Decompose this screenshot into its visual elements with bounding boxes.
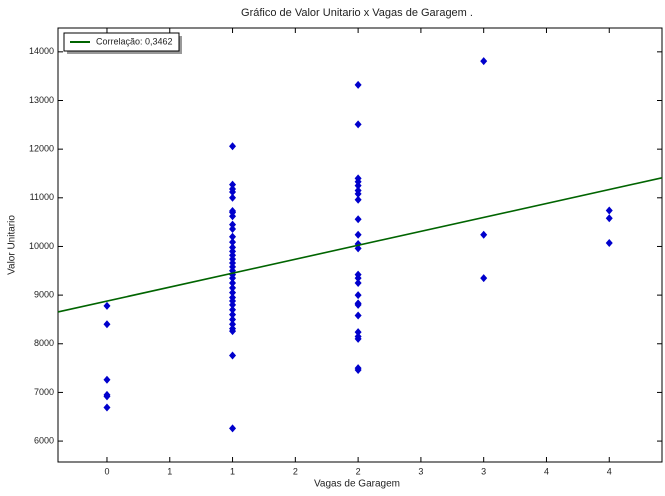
x-tick-label: 4	[607, 466, 612, 476]
x-tick-label: 2	[293, 466, 298, 476]
x-tick-label: 0	[104, 466, 109, 476]
data-point	[229, 187, 237, 196]
data-point	[229, 288, 237, 297]
data-point	[354, 120, 362, 129]
data-point	[229, 180, 237, 189]
plot-area	[57, 27, 663, 463]
x-axis-label: Vagas de Garagem	[314, 479, 400, 490]
data-point	[229, 351, 237, 360]
data-point	[354, 195, 362, 204]
data-point	[354, 366, 362, 375]
y-tick-label: 14000	[29, 46, 54, 56]
data-point	[480, 57, 488, 66]
data-point	[103, 320, 111, 329]
y-tick-label: 8000	[34, 338, 54, 348]
data-point	[229, 220, 237, 229]
data-point	[229, 224, 237, 233]
data-point	[354, 291, 362, 300]
data-point	[229, 232, 237, 241]
data-point	[229, 327, 237, 336]
y-tick-label: 12000	[29, 144, 54, 154]
data-point	[229, 320, 237, 329]
data-point	[103, 403, 111, 412]
x-tick-label: 1	[230, 466, 235, 476]
data-point	[103, 301, 111, 310]
data-point	[354, 311, 362, 320]
data-point	[103, 375, 111, 384]
data-point	[103, 392, 111, 401]
data-point	[229, 315, 237, 324]
y-tick-label: 11000	[30, 192, 54, 202]
data-point	[354, 328, 362, 337]
data-point	[605, 239, 613, 248]
data-point	[354, 189, 362, 198]
y-tick-label: 6000	[34, 435, 54, 445]
data-point	[480, 230, 488, 239]
y-axis-label: Valor Unitario	[7, 215, 18, 275]
y-tick-label: 7000	[34, 387, 54, 397]
data-point	[229, 305, 237, 314]
legend	[63, 32, 180, 52]
data-point	[354, 230, 362, 239]
data-point	[229, 142, 237, 151]
data-point	[229, 278, 237, 287]
data-point	[354, 334, 362, 343]
chart-title: Gráfico de Valor Unitario x Vagas de Gar…	[241, 7, 473, 19]
x-tick-label: 2	[356, 466, 361, 476]
data-point	[354, 300, 362, 309]
data-point	[354, 181, 362, 190]
x-tick-label: 1	[167, 466, 172, 476]
regression-line	[57, 177, 663, 313]
data-point	[229, 238, 237, 247]
data-point	[354, 274, 362, 283]
y-tick-label: 10000	[29, 241, 54, 251]
x-tick-label: 4	[544, 466, 549, 476]
data-point	[229, 300, 237, 309]
data-point	[480, 274, 488, 283]
y-tick-label: 9000	[34, 289, 54, 299]
x-tick-label: 3	[481, 466, 486, 476]
data-point	[229, 193, 237, 202]
data-point	[354, 278, 362, 287]
data-point	[229, 283, 237, 292]
data-point	[229, 212, 237, 221]
legend-label: Correlação: 0,3462	[96, 36, 173, 46]
data-point	[354, 80, 362, 89]
x-tick-label: 3	[418, 466, 423, 476]
data-point	[354, 215, 362, 224]
y-tick-label: 13000	[29, 95, 54, 105]
data-point	[605, 214, 613, 223]
data-point	[229, 274, 237, 283]
data-point	[229, 424, 237, 433]
data-point	[605, 206, 613, 215]
data-point	[229, 310, 237, 319]
